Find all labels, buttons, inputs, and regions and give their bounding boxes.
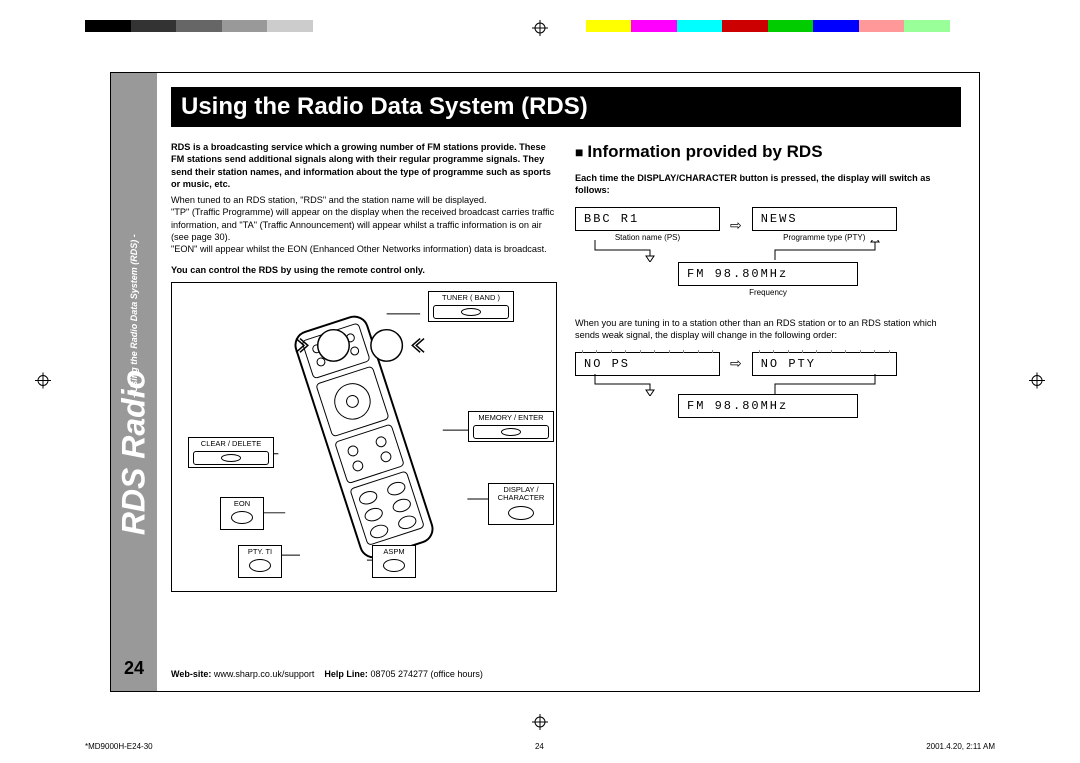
sidebar-title: RDS Radio: [116, 370, 153, 535]
callout-memory: MEMORY / ENTER: [468, 411, 554, 442]
callout-clear: CLEAR / DELETE: [188, 437, 274, 468]
pty-label: PTY. TI: [243, 548, 277, 556]
right-intro: Each time the DISPLAY/CHARACTER button i…: [575, 172, 961, 197]
page-number: 24: [124, 658, 144, 679]
footer-help-label: Help Line:: [324, 669, 368, 679]
callout-tuner: TUNER ( BAND ): [428, 291, 514, 322]
registration-mark-top: [532, 20, 548, 39]
nopty-text: NO PTY: [761, 357, 816, 371]
flow-arrows-2: [575, 374, 935, 396]
para-tp-ta: "TP" (Traffic Programme) will appear on …: [171, 206, 557, 243]
para-weak-signal: When you are tuning in to a station othe…: [575, 317, 961, 342]
eon-label: EON: [225, 500, 259, 508]
display-box-nops: NO PS: [575, 352, 720, 376]
page-body: Using the Radio Data System (RDS) RDS is…: [157, 73, 979, 691]
manual-page: - Using the Radio Data System (RDS) - RD…: [110, 72, 980, 692]
section-heading: Information provided by RDS: [575, 141, 961, 164]
sidebar: - Using the Radio Data System (RDS) - RD…: [111, 73, 157, 691]
arrow-right-icon: ⇨: [730, 354, 742, 373]
footer-web-label: Web-site:: [171, 669, 211, 679]
arrow-right-icon: ⇨: [730, 216, 742, 235]
column-right: Information provided by RDS Each time th…: [575, 141, 961, 663]
flow-diagram-2: NO PS ⇨ NO PTY: [575, 352, 961, 418]
callout-display: DISPLAY / CHARACTER: [488, 483, 554, 525]
content-columns: RDS is a broadcasting service which a gr…: [171, 141, 961, 663]
nops-text: NO PS: [584, 357, 630, 371]
callout-eon: EON: [220, 497, 264, 530]
display-box-pty: NEWS: [752, 207, 897, 231]
footer-help: 08705 274277 (office hours): [370, 669, 482, 679]
display-box-freq: FM 98.80MHz: [678, 262, 858, 286]
clear-label: CLEAR / DELETE: [193, 440, 269, 448]
aspm-label: ASPM: [377, 548, 411, 556]
memory-label: MEMORY / ENTER: [473, 414, 549, 422]
registration-mark-bottom: [532, 714, 548, 733]
footer-web: www.sharp.co.uk/support: [214, 669, 315, 679]
para-rds-display: When tuned to an RDS station, "RDS" and …: [171, 194, 557, 206]
page-title: Using the Radio Data System (RDS): [171, 87, 961, 127]
display-box-nopty: NO PTY: [752, 352, 897, 376]
callout-pty: PTY. TI: [238, 545, 282, 578]
display-box-freq2: FM 98.80MHz: [678, 394, 858, 418]
callout-aspm: ASPM: [372, 545, 416, 578]
remote-note: You can control the RDS by using the rem…: [171, 264, 557, 276]
tuner-label: TUNER ( BAND ): [433, 294, 509, 302]
meta-file: *MD9000H-E24-30: [85, 742, 153, 751]
para-eon: "EON" will appear whilst the EON (Enhanc…: [171, 243, 557, 255]
registration-mark-right: [1029, 372, 1045, 391]
meta-timestamp: 2001.4.20, 2:11 AM: [926, 742, 995, 751]
remote-diagram: TUNER ( BAND ) MEMORY / ENTER CLEAR / DE…: [171, 282, 557, 592]
flow-arrows-1: [575, 240, 935, 262]
footer: Web-site: www.sharp.co.uk/support Help L…: [171, 663, 961, 681]
registration-mark-left: [35, 372, 51, 391]
print-metadata: *MD9000H-E24-30 24 2001.4.20, 2:11 AM: [85, 742, 995, 751]
column-left: RDS is a broadcasting service which a gr…: [171, 141, 557, 663]
meta-page: 24: [535, 742, 544, 751]
display-label: DISPLAY / CHARACTER: [493, 486, 549, 503]
intro-paragraph: RDS is a broadcasting service which a gr…: [171, 141, 557, 191]
caption-freq: Frequency: [678, 288, 858, 299]
flow-diagram-1: BBC R1 Station name (PS) ⇨ NEWS Programm…: [575, 207, 961, 299]
display-box-ps: BBC R1: [575, 207, 720, 231]
